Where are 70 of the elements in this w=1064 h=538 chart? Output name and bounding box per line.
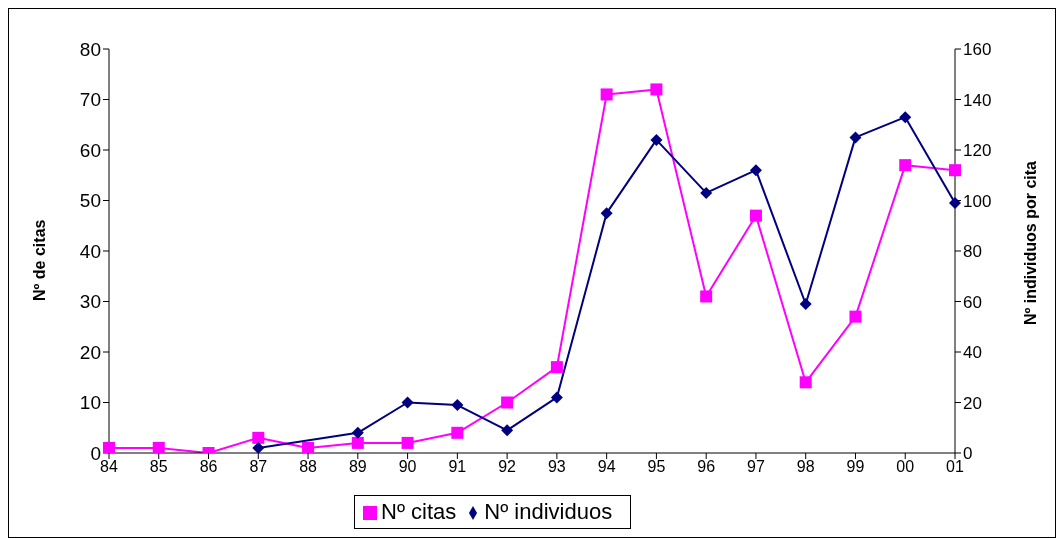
point [600,88,613,101]
point [550,391,563,404]
y-tick-label: 40 [79,240,101,262]
point [799,376,812,389]
point [302,441,315,453]
point [700,186,713,199]
x-tick-label: 98 [796,458,815,476]
y2-tick-label: 80 [963,242,982,262]
point [749,209,762,222]
point [700,290,713,303]
point [849,131,862,144]
y-tick-label: 70 [79,89,101,111]
x-tick-label: 88 [299,458,318,476]
legend-label: Nº individuos [484,499,613,524]
y2-tick-label: 120 [963,141,992,161]
y-tick-label: 50 [79,190,101,212]
point [451,399,464,412]
point [501,396,514,409]
y2-tick-label: 100 [963,191,992,211]
x-tick-label: 99 [846,458,865,476]
point [849,310,862,323]
y-tick-label: 0 [90,442,101,464]
x-tick-label: 89 [348,458,367,476]
x-tick-label: 93 [547,458,566,476]
point [949,164,961,177]
y-tick-label: 10 [79,392,101,414]
y2-tick-label: 0 [963,444,973,464]
y-tick-label: 30 [79,291,101,313]
y-tick-label: 20 [79,341,101,363]
x-tick-label: 90 [398,458,417,476]
point [949,197,961,210]
point [351,436,364,449]
y-tick-label: 60 [79,139,101,161]
legend-label: Nº citas [381,499,457,524]
y2-tick-label: 20 [963,393,982,413]
point [799,298,812,311]
point [401,436,414,449]
y2-tick-label: 160 [963,40,992,60]
x-tick-label: 94 [597,458,616,476]
point [451,426,464,439]
x-tick-label: 85 [149,458,168,476]
point [401,396,414,409]
point [252,431,265,444]
point [501,424,514,437]
point [899,159,912,172]
point [351,426,364,439]
x-tick-label: 92 [498,458,517,476]
y-axis-title: Nº de citas [30,219,48,301]
x-tick-label: 96 [697,458,716,476]
y-tick-label: 80 [79,38,101,60]
x-tick-label: 91 [448,458,467,476]
point [600,207,613,220]
point [749,164,762,177]
y2-axis-title: Nº individuos por cita [1021,160,1039,326]
point [899,111,912,124]
x-tick-label: 01 [946,458,964,476]
point [550,361,563,374]
y2-tick-label: 60 [963,292,982,312]
y2-tick-label: 140 [963,90,992,110]
x-tick-label: 95 [647,458,666,476]
x-tick-label: 86 [199,458,218,476]
x-tick-label: 84 [100,458,118,476]
point [152,441,165,453]
x-tick-label: 00 [896,458,915,476]
y2-tick-label: 40 [963,343,982,363]
x-tick-label: 87 [249,458,268,476]
x-tick-label: 97 [747,458,765,476]
point [650,133,663,146]
point [650,83,663,96]
point [252,441,265,453]
